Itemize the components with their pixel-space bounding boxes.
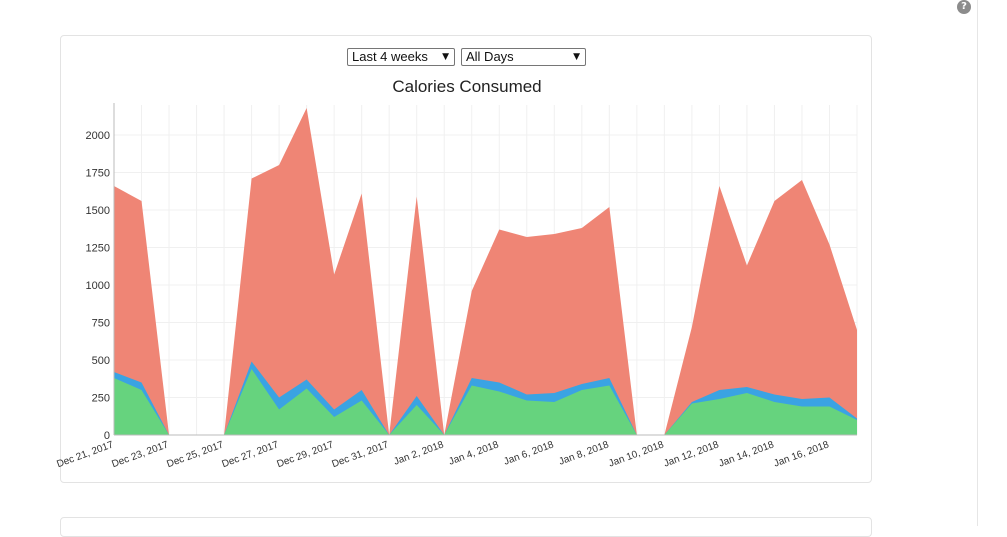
x-tick-label: Dec 29, 2017: [276, 439, 336, 470]
y-tick-label: 1750: [86, 168, 110, 180]
x-tick-label: Jan 4, 2018: [447, 439, 500, 467]
x-tick-label: Dec 27, 2017: [220, 439, 280, 470]
x-tick-label: Jan 16, 2018: [772, 439, 831, 469]
x-tick-label: Jan 8, 2018: [557, 439, 610, 467]
x-tick-label: Dec 21, 2017: [55, 439, 115, 470]
area-chart: 0 250 500 750 1000 1250 1500 1750 2000 Dec 21, 20…: [55, 103, 858, 470]
x-tick-label: Dec 25, 2017: [165, 439, 225, 470]
x-tick-label: Dec 31, 2017: [331, 439, 391, 470]
right-divider: [977, 0, 978, 526]
area-series-0: [114, 108, 857, 435]
days-select[interactable]: All Days ▼: [461, 48, 586, 66]
x-tick-label: Jan 12, 2018: [662, 439, 721, 469]
y-tick-label: 500: [92, 355, 110, 367]
y-tick-label: 1000: [86, 280, 110, 292]
range-select-value: Last 4 weeks: [352, 49, 428, 64]
help-icon[interactable]: ?: [957, 0, 971, 14]
x-tick-label: Jan 10, 2018: [607, 439, 666, 469]
chevron-down-icon: ▼: [573, 52, 580, 62]
x-tick-label: Jan 6, 2018: [502, 439, 555, 467]
y-tick-label: 0: [104, 430, 110, 442]
y-tick-label: 250: [92, 393, 110, 405]
next-card: [60, 517, 872, 537]
y-tick-label: 750: [92, 318, 110, 330]
y-tick-label: 1500: [86, 205, 110, 217]
days-select-value: All Days: [466, 49, 514, 64]
x-tick-label: Jan 2, 2018: [392, 439, 445, 467]
x-tick-label: Jan 14, 2018: [717, 439, 776, 469]
chevron-down-icon: ▼: [442, 52, 449, 62]
y-tick-label: 2000: [86, 130, 110, 142]
chart-title: Calories Consumed: [392, 77, 542, 96]
y-tick-label: 1250: [86, 243, 110, 255]
range-select[interactable]: Last 4 weeks ▼: [347, 48, 455, 66]
chart-card: Last 4 weeks ▼ All Days ▼ Calories Consu…: [55, 35, 872, 483]
x-tick-label: Dec 23, 2017: [110, 439, 170, 470]
area-series-2: [114, 369, 857, 435]
